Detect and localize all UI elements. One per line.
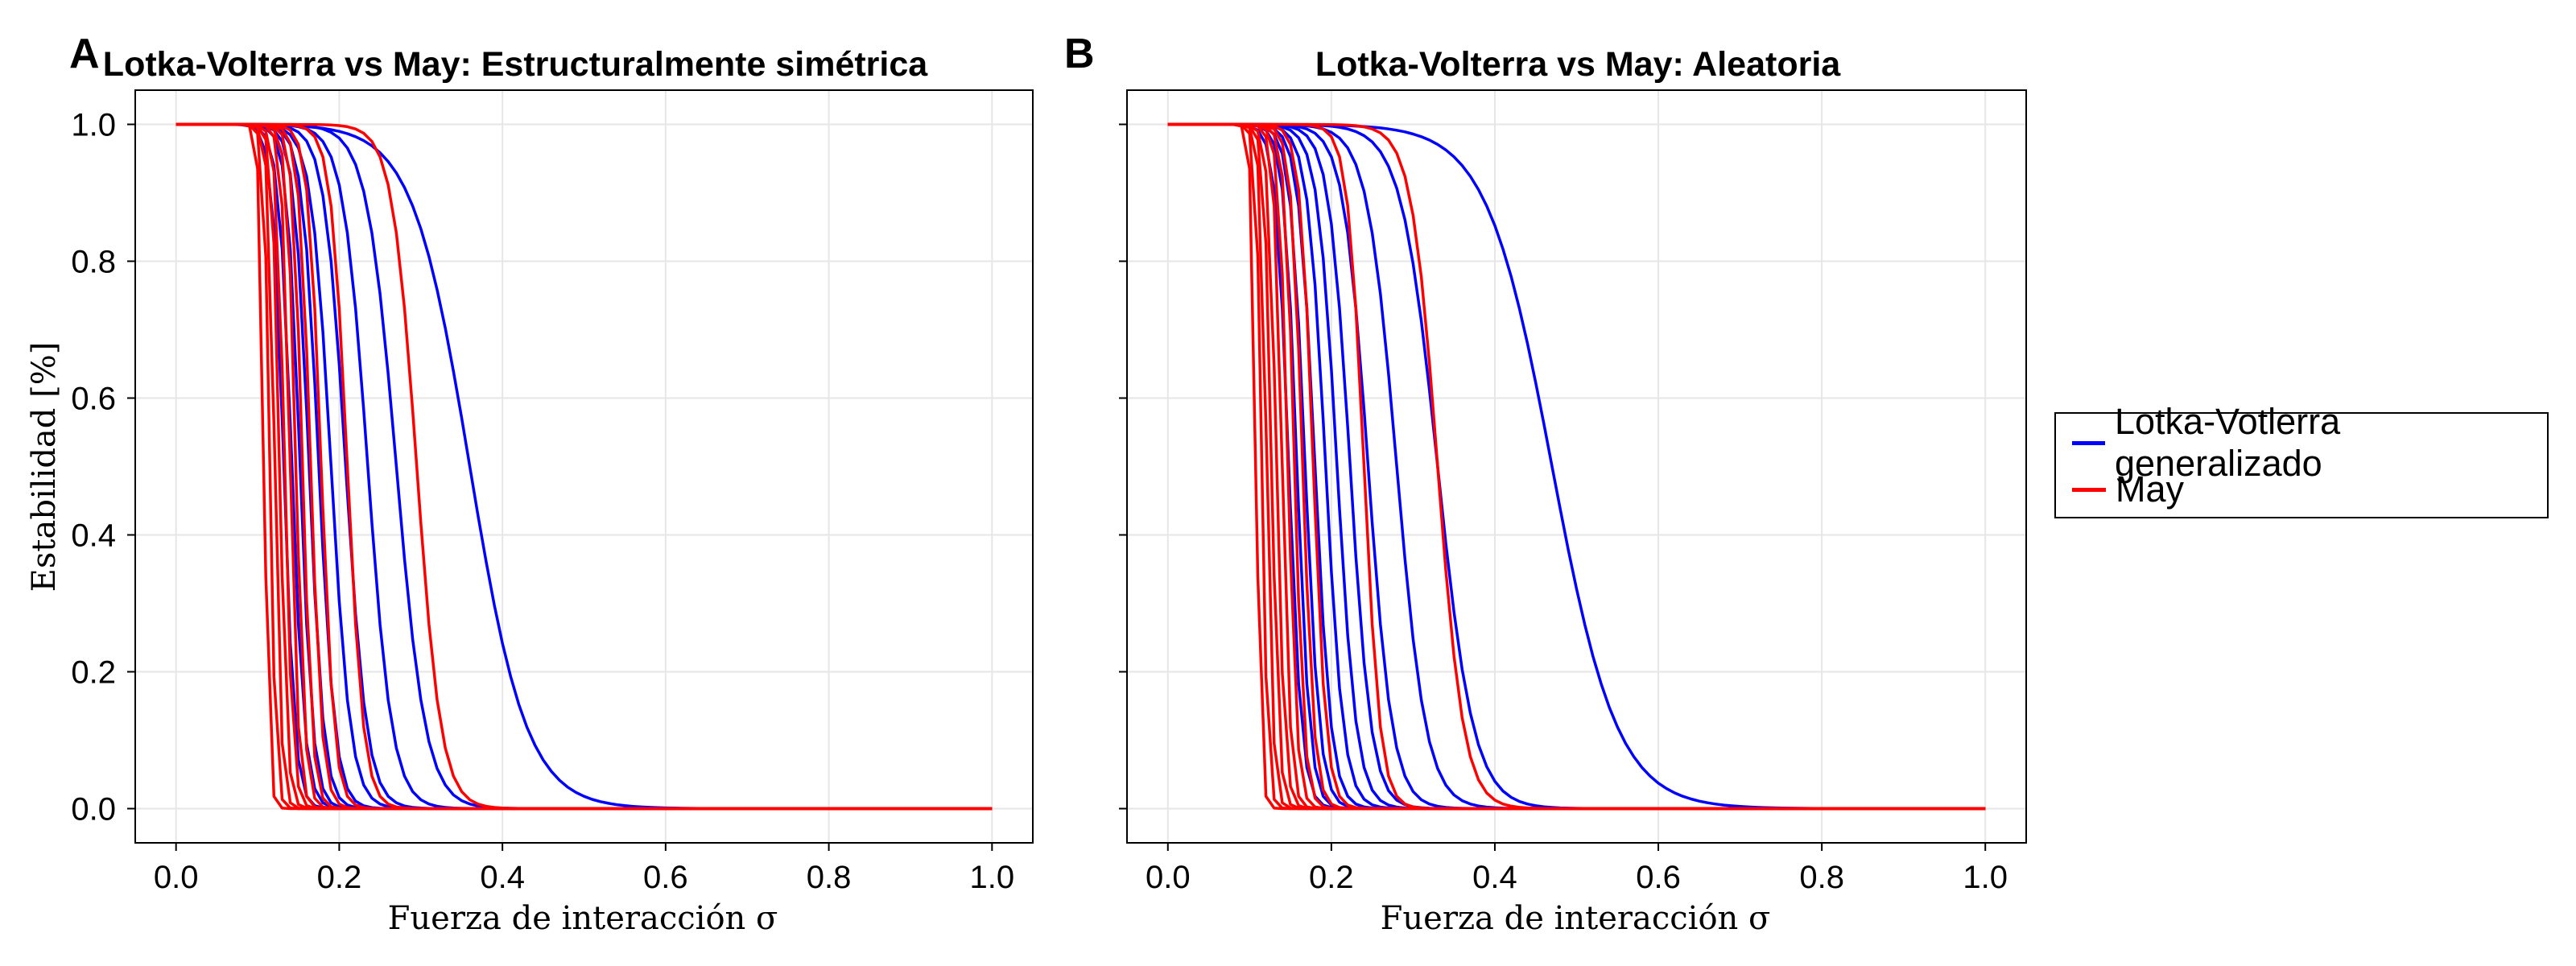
x-tick-label: 1.0: [970, 860, 1015, 895]
grid: [135, 90, 1033, 843]
x-tick-label: 0.2: [1309, 860, 1354, 895]
panel-title: Lotka-Volterra vs May: Estructuralmente …: [103, 45, 928, 84]
x-tick-label: 0.4: [480, 860, 525, 895]
may-curve: [175, 122, 993, 811]
legend-item-may: May: [2072, 467, 2184, 512]
legend-item-lotka-volterra: Lotka-Votlerra generalizado: [2072, 401, 2547, 484]
x-tick-label: 0.2: [317, 860, 362, 895]
x-tick-label: 1.0: [1963, 860, 2008, 895]
panel-letter: B: [1064, 31, 1095, 77]
may-curve: [175, 122, 993, 811]
x-axis-label: Fuerza de interacción σ: [1381, 900, 1771, 937]
x-tick-label: 0.8: [1799, 860, 1844, 895]
plot-frame: [1126, 89, 2027, 844]
y-tick-label: 0.8: [71, 245, 116, 280]
panel-letter: A: [69, 31, 100, 77]
legend: Lotka-Votlerra generalizado May: [2054, 401, 2549, 518]
y-tick-label: 1.0: [71, 108, 116, 143]
y-tick-label: 0.4: [71, 518, 116, 554]
legend-label: May: [2116, 469, 2185, 510]
may-curve: [1167, 122, 1986, 811]
y-axis-label: Estabilidad [%]: [26, 342, 63, 592]
series-group: [1167, 122, 1986, 811]
x-axis-label: Fuerza de interacción σ: [388, 900, 778, 937]
x-tick-label: 0.6: [1636, 860, 1681, 895]
x-tick-label: 0.0: [1146, 860, 1191, 895]
may-curve: [1167, 122, 1986, 811]
x-tick-label: 0.6: [643, 860, 688, 895]
y-tick-label: 0.0: [71, 792, 116, 828]
legend-swatch: [2072, 487, 2106, 492]
plot-frame: [134, 89, 1034, 844]
y-tick-label: 0.6: [71, 382, 116, 417]
legend-label: Lotka-Votlerra generalizado: [2114, 401, 2341, 484]
panel-title: Lotka-Volterra vs May: Aleatoria: [1315, 45, 1841, 84]
series-group: [175, 122, 993, 811]
x-tick-label: 0.4: [1472, 860, 1517, 895]
ticks: 0.0 0.2 0.4 0.6 0.8 1.0 0.0 0.2 0.4 0.6 0.8 1.0: [71, 108, 1014, 896]
x-tick-label: 0.8: [807, 860, 852, 895]
y-tick-label: 0.2: [71, 655, 116, 691]
x-tick-label: 0.0: [154, 860, 199, 895]
ticks: 0.0 0.2 0.4 0.6 0.8 1.0: [1119, 123, 2008, 895]
panel-b: B Lotka-Volterra vs May: Aleatoria 0.0 0.…: [1064, 31, 2027, 937]
panel-a: A Lotka-Volterra vs May: Estructuralment…: [26, 31, 1034, 937]
legend-swatch: [2072, 440, 2105, 445]
